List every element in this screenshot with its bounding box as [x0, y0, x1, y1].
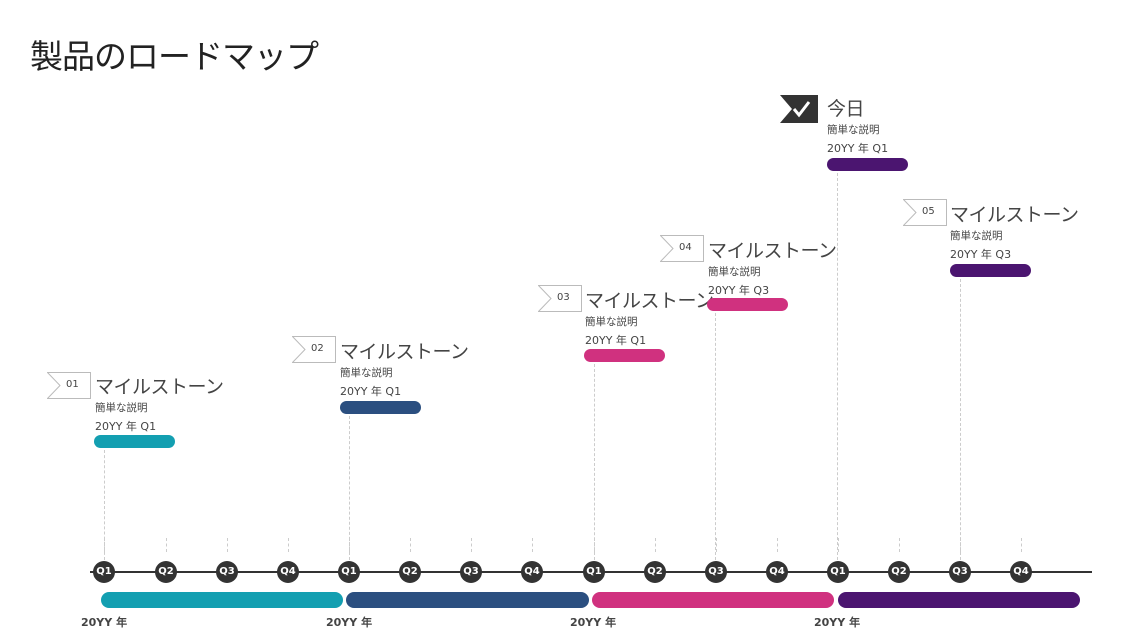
quarter-marker: Q1 [583, 561, 605, 583]
quarter-tick [655, 538, 656, 552]
quarter-marker: Q4 [766, 561, 788, 583]
milestone-date: 20YY 年 Q1 [95, 420, 157, 433]
quarter-tick [594, 538, 595, 552]
milestone-number: 01 [66, 379, 79, 390]
milestone-date: 20YY 年 Q1 [585, 334, 647, 347]
flag-icon: 02 [291, 336, 336, 363]
checkmark-flag-icon [780, 95, 824, 123]
quarter-tick [777, 538, 778, 552]
quarter-tick [838, 538, 839, 552]
milestone-guide-line [594, 364, 595, 560]
milestone-number: 02 [311, 343, 324, 354]
milestone-title: マイルストーン [340, 341, 469, 363]
quarter-tick [899, 538, 900, 552]
milestone-bar [707, 298, 788, 311]
quarter-marker: Q2 [155, 561, 177, 583]
flag-icon: 01 [46, 372, 91, 399]
quarter-marker: Q2 [399, 561, 421, 583]
year-label: 20YY 年 [814, 616, 861, 629]
milestone-guide-line [960, 279, 961, 560]
year-bar [592, 592, 834, 608]
quarter-tick [716, 538, 717, 552]
milestone-guide-line [104, 450, 105, 560]
quarter-marker: Q1 [338, 561, 360, 583]
milestone-number: 03 [557, 292, 570, 303]
milestone-number: 04 [679, 242, 692, 253]
quarter-tick [471, 538, 472, 552]
quarter-tick [227, 538, 228, 552]
quarter-tick [960, 538, 961, 552]
milestone-number: 05 [922, 206, 935, 217]
milestone-bar [950, 264, 1031, 277]
milestone-date: 20YY 年 Q3 [708, 284, 770, 297]
milestone-title: 今日 [827, 98, 865, 120]
year-bar [346, 592, 589, 608]
quarter-marker: Q4 [521, 561, 543, 583]
milestone-guide-line [715, 313, 716, 560]
milestone-bar [827, 158, 908, 171]
milestone-title: マイルストーン [950, 204, 1079, 226]
quarter-marker: Q3 [460, 561, 482, 583]
year-label: 20YY 年 [326, 616, 373, 629]
quarter-marker: Q3 [949, 561, 971, 583]
quarter-marker: Q3 [705, 561, 727, 583]
flag-icon: 04 [659, 235, 704, 262]
milestone-description: 簡単な説明 [950, 230, 1003, 242]
milestone-bar [94, 435, 175, 448]
year-bar [101, 592, 343, 608]
year-label: 20YY 年 [570, 616, 617, 629]
milestone-description: 簡単な説明 [340, 367, 393, 379]
quarter-marker: Q1 [827, 561, 849, 583]
milestone-date: 20YY 年 Q3 [950, 248, 1012, 261]
milestone-title: マイルストーン [95, 376, 224, 398]
milestone-description: 簡単な説明 [95, 402, 148, 414]
quarter-tick [410, 538, 411, 552]
quarter-tick [104, 538, 105, 552]
quarter-tick [166, 538, 167, 552]
milestone-date: 20YY 年 Q1 [340, 385, 402, 398]
quarter-marker: Q4 [1010, 561, 1032, 583]
milestone-guide-line [837, 173, 838, 560]
year-label: 20YY 年 [81, 616, 128, 629]
flag-icon: 05 [902, 199, 947, 226]
milestone-description: 簡単な説明 [708, 266, 761, 278]
quarter-marker: Q1 [93, 561, 115, 583]
quarter-marker: Q3 [216, 561, 238, 583]
milestone-bar [584, 349, 665, 362]
milestone-title: マイルストーン [585, 290, 714, 312]
flag-icon: 03 [537, 285, 582, 312]
milestone-description: 簡単な説明 [827, 124, 880, 136]
quarter-tick [1021, 538, 1022, 552]
quarter-tick [288, 538, 289, 552]
quarter-marker: Q4 [277, 561, 299, 583]
quarter-marker: Q2 [888, 561, 910, 583]
milestone-bar [340, 401, 421, 414]
milestone-description: 簡単な説明 [585, 316, 638, 328]
milestone-title: マイルストーン [708, 240, 837, 262]
milestone-guide-line [349, 416, 350, 560]
milestone-date: 20YY 年 Q1 [827, 142, 889, 155]
quarter-marker: Q2 [644, 561, 666, 583]
year-bar [838, 592, 1080, 608]
quarter-tick [532, 538, 533, 552]
page-title: 製品のロードマップ [30, 37, 319, 76]
quarter-tick [349, 538, 350, 552]
